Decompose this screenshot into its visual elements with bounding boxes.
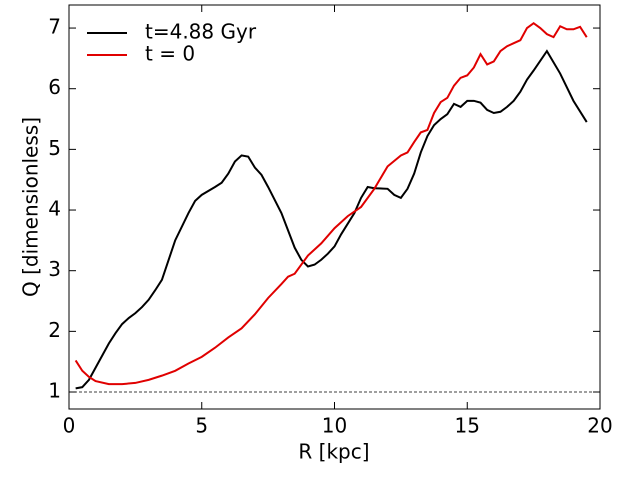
x-tick-label: 15 (455, 414, 480, 438)
x-tick-label: 10 (322, 414, 347, 438)
x-tick-label: 20 (587, 414, 612, 438)
y-tick-label: 4 (48, 197, 61, 221)
y-tick-label: 1 (48, 379, 61, 403)
y-tick-label: 3 (48, 257, 61, 281)
y-tick-label: 5 (48, 136, 61, 160)
y-tick-label: 7 (48, 15, 61, 39)
series-line (74, 21, 588, 386)
x-tick-label: 0 (63, 414, 76, 438)
y-axis-label: Q [dimensionless] (19, 117, 43, 297)
x-axis-label: R [kpc] (298, 440, 369, 464)
plot-frame (68, 4, 601, 410)
series-line (75, 49, 588, 390)
legend-label: t=4.88 Gyr (145, 20, 257, 44)
x-tick-label: 5 (195, 414, 208, 438)
y-tick-label: 2 (48, 318, 61, 342)
y-tick-label: 6 (48, 75, 61, 99)
legend-label: t = 0 (145, 42, 195, 66)
